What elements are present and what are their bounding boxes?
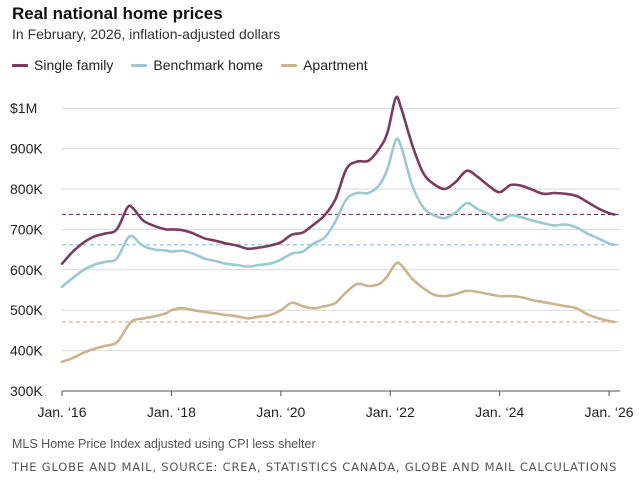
chart-legend: Single family Benchmark home Apartment bbox=[12, 57, 368, 73]
legend-item-apartment: Apartment bbox=[281, 57, 368, 73]
legend-swatch-single-family bbox=[12, 63, 28, 67]
legend-item-single-family: Single family bbox=[12, 57, 113, 73]
legend-label-single-family: Single family bbox=[34, 57, 114, 73]
x-tick-label-jan-20: Jan. ‘20 bbox=[256, 404, 305, 420]
x-tick-label-jan-26: Jan. ‘26 bbox=[585, 404, 634, 420]
x-tick-label-jan-24: Jan. ‘24 bbox=[475, 404, 524, 420]
legend-swatch-benchmark-home bbox=[131, 63, 148, 67]
line-chart: $1M 900K 800K 700K 600K 500K 400K 300K Jan. ‘16 J… bbox=[10, 95, 634, 420]
chart-title: Real national home prices bbox=[12, 4, 223, 23]
legend-item-benchmark-home: Benchmark home bbox=[131, 57, 263, 73]
legend-label-benchmark-home: Benchmark home bbox=[153, 57, 264, 73]
y-tick-label-1m: $1M bbox=[10, 100, 37, 116]
y-tick-label-900k: 900K bbox=[10, 141, 43, 157]
chart-note: MLS Home Price Index adjusted using CPI … bbox=[12, 437, 316, 451]
legend-swatch-apartment bbox=[281, 63, 298, 67]
series-line-single-family bbox=[60, 95, 616, 265]
x-tick-label-jan-18: Jan. ‘18 bbox=[147, 404, 196, 420]
x-tick-label-jan-22: Jan. ‘22 bbox=[366, 404, 415, 420]
series-line-apartment bbox=[60, 261, 616, 364]
y-tick-label-500k: 500K bbox=[10, 302, 43, 318]
legend-label-apartment: Apartment bbox=[303, 57, 368, 73]
y-tick-label-600k: 600K bbox=[10, 262, 43, 278]
chart-subtitle: In February, 2026, inflation-adjusted do… bbox=[12, 26, 281, 42]
y-tick-label-700k: 700K bbox=[10, 221, 43, 237]
y-tick-label-800k: 800K bbox=[10, 181, 43, 197]
y-tick-label-300k: 300K bbox=[10, 383, 43, 399]
series-line-benchmark-home bbox=[60, 137, 616, 289]
chart-source: THE GLOBE AND MAIL, SOURCE: CREA, STATIS… bbox=[12, 460, 618, 474]
x-tick-label-jan-16: Jan. ‘16 bbox=[37, 404, 86, 420]
y-tick-label-400k: 400K bbox=[10, 343, 43, 359]
